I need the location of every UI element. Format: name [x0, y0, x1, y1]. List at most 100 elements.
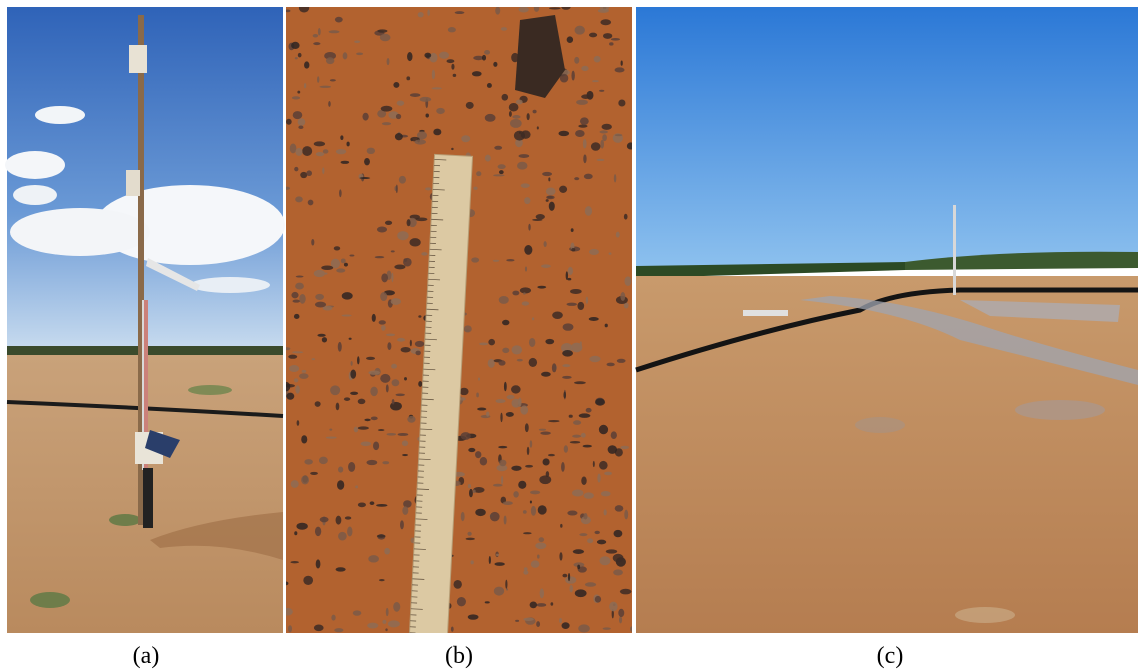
texture — [506, 394, 515, 400]
texture — [384, 547, 390, 555]
texture — [357, 502, 366, 508]
texture — [526, 446, 530, 456]
texture — [567, 266, 573, 276]
texture — [297, 90, 301, 94]
texture — [340, 258, 346, 264]
texture — [286, 9, 291, 13]
texture — [357, 398, 366, 405]
texture — [312, 33, 319, 38]
texture — [446, 59, 455, 64]
texture — [339, 189, 342, 198]
texture — [398, 175, 407, 184]
texture — [542, 171, 553, 177]
texture — [498, 445, 508, 449]
texture — [377, 109, 387, 118]
texture — [531, 317, 535, 321]
texture — [360, 441, 372, 447]
texture — [303, 83, 307, 89]
texture — [562, 350, 573, 357]
texture — [539, 475, 552, 485]
texture — [384, 220, 393, 225]
texture — [501, 475, 504, 485]
texture — [533, 7, 540, 12]
texture — [290, 480, 299, 488]
texture — [518, 154, 530, 158]
texture — [413, 548, 426, 550]
texture — [341, 314, 352, 317]
texture — [459, 397, 466, 401]
texture — [528, 357, 538, 368]
texture — [322, 167, 325, 174]
texture — [364, 418, 371, 422]
texture — [473, 186, 478, 190]
texture — [296, 420, 300, 426]
texture — [377, 29, 388, 33]
texture — [536, 603, 547, 607]
texture — [581, 94, 591, 99]
texture — [520, 183, 530, 188]
texture — [529, 490, 541, 495]
texture — [574, 177, 580, 181]
texture — [558, 130, 570, 137]
texture — [616, 358, 626, 363]
texture — [368, 370, 381, 375]
texture — [348, 337, 352, 340]
texture — [502, 501, 513, 506]
texture — [532, 109, 537, 114]
texture — [410, 608, 423, 610]
texture — [574, 25, 585, 35]
texture — [406, 76, 411, 81]
texture — [581, 65, 589, 72]
texture — [456, 596, 466, 607]
texture — [460, 511, 465, 522]
texture — [295, 147, 303, 156]
texture — [492, 483, 503, 487]
texture — [592, 460, 595, 468]
texture — [385, 607, 389, 617]
texture — [599, 89, 605, 92]
texture — [286, 607, 293, 616]
texture — [587, 538, 594, 544]
photo-a — [5, 7, 285, 633]
texture — [379, 33, 391, 42]
texture — [545, 199, 549, 202]
texture — [376, 503, 388, 507]
texture — [314, 401, 321, 407]
texture — [620, 445, 630, 450]
texture — [425, 187, 432, 191]
texture — [600, 139, 605, 149]
texture — [390, 250, 395, 253]
texture — [386, 58, 390, 66]
texture — [530, 560, 540, 568]
texture — [508, 103, 519, 112]
texture — [578, 124, 588, 128]
texture — [545, 187, 556, 196]
texture — [516, 358, 523, 362]
texture — [386, 432, 397, 436]
texture — [317, 333, 326, 337]
texture — [618, 608, 625, 618]
texture — [589, 248, 599, 255]
texture — [313, 141, 326, 147]
texture — [561, 462, 565, 472]
photo-c — [635, 7, 1138, 633]
texture — [407, 52, 413, 62]
texture — [583, 173, 593, 180]
texture — [498, 296, 509, 304]
texture — [570, 228, 574, 233]
texture — [287, 625, 293, 633]
texture — [330, 385, 341, 396]
texture — [538, 537, 545, 543]
texture — [338, 466, 344, 473]
texture — [476, 171, 482, 177]
texture — [567, 572, 571, 582]
texture — [396, 100, 405, 106]
texture — [583, 492, 594, 499]
texture — [567, 277, 572, 281]
texture — [602, 627, 611, 630]
texture — [528, 337, 536, 347]
texture — [341, 292, 353, 300]
texture — [500, 27, 508, 31]
texture — [465, 101, 474, 109]
texture — [488, 556, 491, 565]
